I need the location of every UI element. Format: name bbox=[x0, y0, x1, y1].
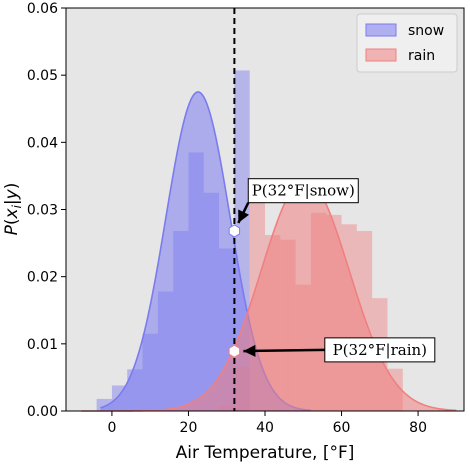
x-tick-label-2: 40 bbox=[256, 420, 274, 436]
y-tick-label-6: 0.06 bbox=[27, 1, 58, 17]
annotations: P(32°F|snow) P(32°F|rain) bbox=[228, 178, 436, 363]
annotation-label-0: P(32°F|snow) bbox=[252, 182, 355, 200]
y-tick-label-3: 0.03 bbox=[27, 203, 58, 219]
legend-swatch-snow bbox=[365, 23, 397, 37]
x-tick-label-3: 60 bbox=[333, 420, 351, 436]
legend-swatch-rain bbox=[365, 48, 397, 62]
legend-label-snow: snow bbox=[408, 23, 444, 39]
snow-gaussian-fill bbox=[100, 91, 311, 411]
annotation-marker-0 bbox=[228, 224, 241, 238]
y-tick-label-1: 0.01 bbox=[27, 337, 58, 353]
x-tick-label-0: 0 bbox=[107, 420, 116, 436]
y-tick-label-5: 0.05 bbox=[27, 68, 58, 84]
x-tick-label-1: 20 bbox=[180, 420, 198, 436]
y-tick-label-4: 0.04 bbox=[27, 135, 58, 151]
annotation-box-0 bbox=[247, 178, 359, 204]
x-axis-label: Air Temperature, [°F] bbox=[176, 443, 355, 463]
annotation-arrowhead-1 bbox=[243, 344, 256, 357]
y-axis-ticks: 0.00 0.01 0.02 0.03 0.04 0.05 0.06 bbox=[27, 1, 66, 420]
annotation-arrowhead-0 bbox=[238, 209, 250, 223]
y-tick-label-2: 0.02 bbox=[27, 270, 58, 286]
legend-label-rain: rain bbox=[408, 48, 435, 64]
annotation-box-1 bbox=[324, 337, 436, 363]
annotation-arrow-1 bbox=[243, 348, 325, 353]
y-axis-label: P(xi|y) bbox=[2, 183, 24, 236]
x-tick-label-4: 80 bbox=[409, 420, 427, 436]
legend: snow rain bbox=[356, 13, 458, 73]
y-tick-label-0: 0.00 bbox=[27, 404, 58, 420]
annotation-marker-1 bbox=[228, 344, 241, 358]
x-axis-ticks: 0 20 40 60 80 bbox=[107, 411, 427, 436]
annotation-label-1: P(32°F|rain) bbox=[333, 341, 427, 359]
